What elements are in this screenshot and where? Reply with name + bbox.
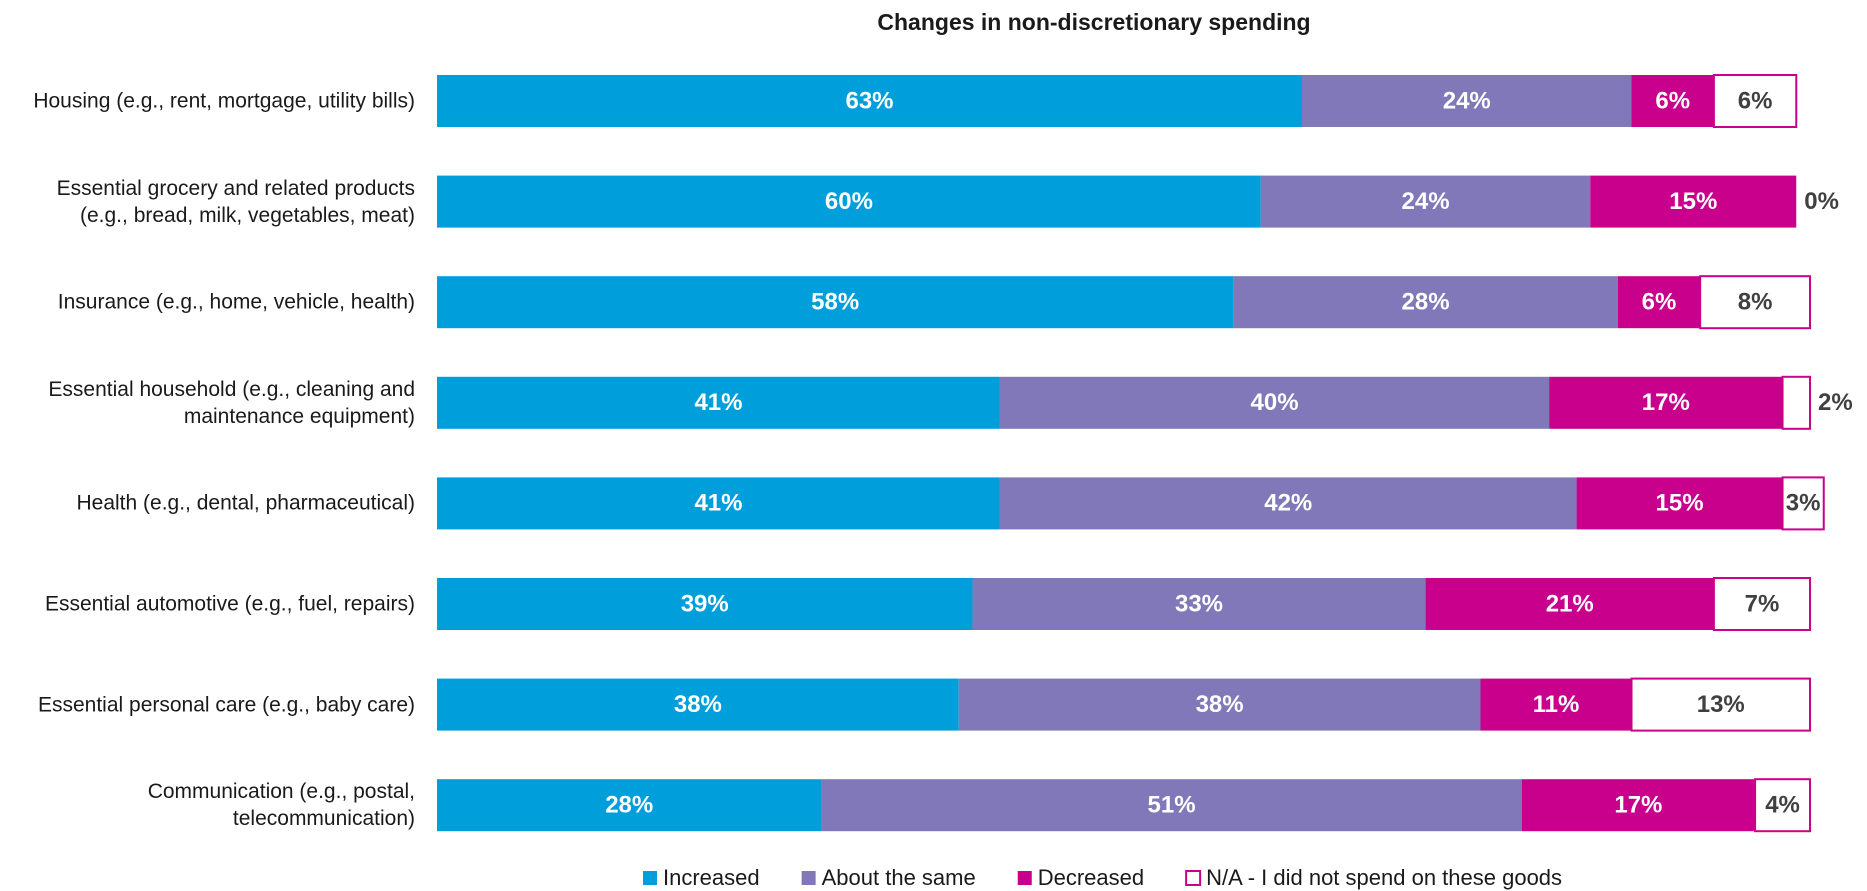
legend-label: Decreased: [1038, 865, 1144, 890]
data-label: 17%: [1614, 792, 1662, 819]
data-label: 41%: [694, 490, 742, 517]
bar-segment: [437, 75, 1302, 127]
bar-segment: [437, 376, 1000, 429]
data-label: 21%: [1546, 590, 1594, 617]
bar-segment: [1576, 477, 1783, 530]
bar-segment: [437, 678, 959, 731]
bar-segment: [437, 477, 1000, 530]
bar-segment: [1630, 677, 1812, 732]
data-label: 8%: [1738, 289, 1773, 316]
data-label: 15%: [1656, 490, 1704, 517]
bar-segment: [1754, 778, 1811, 833]
data-label: 40%: [1251, 389, 1299, 416]
data-label: 6%: [1738, 87, 1773, 114]
category-label: Essential automotive (e.g., fuel, repair…: [44, 592, 415, 616]
bar-segment: [1425, 578, 1714, 630]
data-label: 0%: [1804, 188, 1839, 215]
category-label: Health (e.g., dental, pharmaceutical): [76, 491, 415, 515]
data-label: 63%: [845, 87, 893, 114]
legend-label: About the same: [822, 865, 976, 890]
category-label: Essential household (e.g., cleaning and …: [48, 377, 415, 428]
data-label: 7%: [1745, 590, 1780, 617]
data-label: 42%: [1264, 490, 1312, 517]
bar-segment: [821, 779, 1522, 832]
data-label: 38%: [1196, 691, 1244, 718]
bar-segment: [999, 376, 1550, 429]
bar-segment: [1590, 175, 1797, 228]
bar-segment: [437, 175, 1261, 228]
category-label: Housing (e.g., rent, mortgage, utility b…: [33, 89, 415, 113]
bar-segment: [1260, 175, 1591, 228]
bar-segment: [999, 477, 1577, 530]
bar-segment: [1480, 678, 1632, 731]
data-label: 28%: [605, 792, 653, 819]
data-label: 60%: [825, 188, 873, 215]
data-label: 13%: [1697, 691, 1745, 718]
data-label: 24%: [1402, 188, 1450, 215]
bar-segment: [972, 578, 1426, 630]
bar-segment: [1631, 75, 1714, 127]
legend-label: N/A - I did not spend on these goods: [1206, 865, 1562, 890]
data-label: 6%: [1655, 87, 1690, 114]
category-label: Essential personal care (e.g., baby care…: [37, 693, 415, 717]
category-label: Essential grocery and related products (…: [56, 176, 415, 227]
bar-segment: [958, 678, 1481, 731]
legend-swatch: [643, 871, 657, 885]
data-label: 2%: [1818, 389, 1853, 416]
bar-segment: [1712, 74, 1798, 128]
data-label: 58%: [811, 289, 859, 316]
data-label: 3%: [1786, 490, 1821, 517]
bar-segment: [1549, 376, 1783, 429]
category-label: Insurance (e.g., home, vehicle, health): [57, 290, 415, 314]
legend-label: Increased: [663, 865, 760, 890]
legend-swatch: [801, 871, 816, 885]
chart-title: Changes in non-discretionary spending: [877, 9, 1310, 35]
data-label: 38%: [674, 691, 722, 718]
data-label: 51%: [1148, 792, 1196, 819]
bar-segment: [1233, 276, 1618, 329]
bar-segment: [437, 779, 822, 832]
bar-segment: [437, 578, 973, 630]
data-label: 6%: [1642, 289, 1677, 316]
bar-segment: [437, 276, 1234, 329]
bar-segment: [1781, 476, 1825, 531]
legend-swatch: [1185, 870, 1202, 886]
bar-segment: [1699, 275, 1812, 330]
legend-swatch: [1017, 871, 1032, 885]
data-label: 15%: [1669, 188, 1717, 215]
bar-segment: [1781, 375, 1812, 430]
bar-segment: [1521, 779, 1756, 832]
data-label: 33%: [1175, 590, 1223, 617]
bar-segment: [1617, 276, 1701, 329]
data-label: 39%: [681, 590, 729, 617]
data-label: 41%: [694, 389, 742, 416]
bar-segment: [1712, 577, 1812, 631]
data-label: 28%: [1402, 289, 1450, 316]
category-label: Communication (e.g., postal, telecommuni…: [147, 780, 415, 831]
data-label: 17%: [1642, 389, 1690, 416]
data-label: 24%: [1443, 87, 1491, 114]
data-label: 11%: [1533, 691, 1580, 718]
data-label: 4%: [1765, 792, 1800, 819]
bar-segment: [1301, 75, 1632, 127]
